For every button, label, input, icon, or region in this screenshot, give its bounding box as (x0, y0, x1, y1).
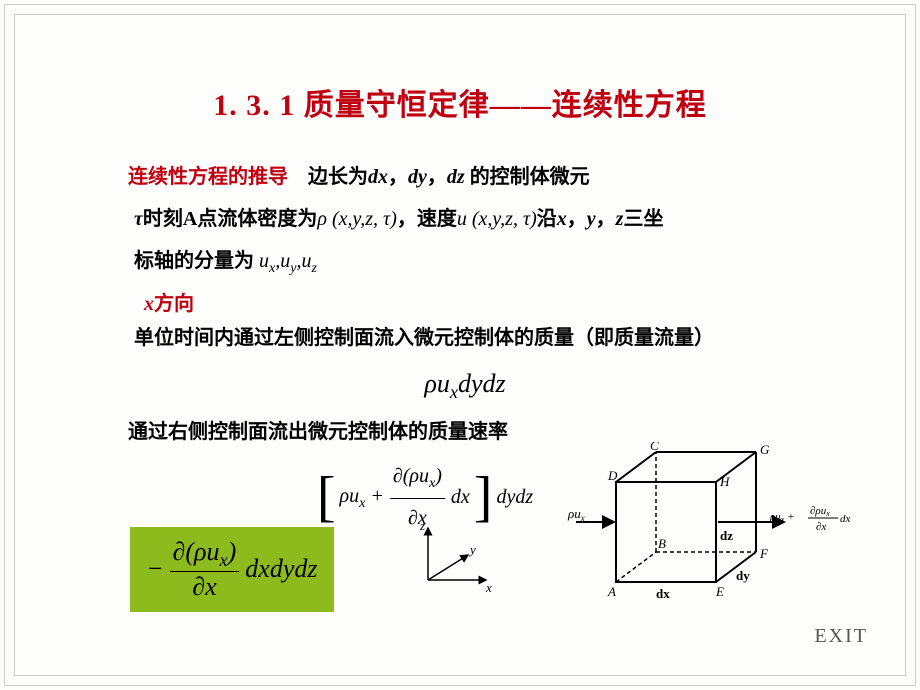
line3-a: 标轴的分量为 (134, 250, 259, 272)
eq2-dx: dx (451, 478, 470, 516)
line2-tau: τ (134, 208, 143, 230)
green-den: ∂x (189, 572, 219, 602)
line2-y: y (587, 208, 596, 230)
eq2-left: ρu (340, 485, 360, 507)
line1-sep1: ， (388, 166, 408, 188)
svg-text:dx: dx (840, 513, 851, 525)
axes-diagram: z x y (398, 520, 498, 610)
eq1-tail: dydz (458, 369, 506, 398)
green-num-sub: x (220, 550, 228, 570)
line-2: τ时刻A点流体密度为ρ (x,y,z, τ)，速度u (x,y,z, τ)沿x，… (128, 200, 802, 238)
eq1-sub: x (450, 382, 458, 402)
svg-text:ρux: ρux (567, 506, 585, 523)
green-equation-box: − ∂(ρux) ∂x dxdydz (130, 527, 334, 612)
line1-dx: dx (368, 166, 388, 188)
line2-c: ， (567, 208, 587, 230)
line-4: 单位时间内通过左侧控制面流入微元控制体的质量（即质量流量） (128, 319, 802, 357)
line3-uz: u (301, 250, 311, 272)
cube-diagram: D C G H B F A E dx dy dz ρux ρux + ∂ρux … (526, 442, 856, 622)
slide-title: 1. 3. 1 质量守恒定律——连续性方程 (18, 80, 902, 124)
line-1: 连续性方程的推导 边长为dx，dy，dz 的控制体微元 (128, 158, 802, 196)
eq2-num-close: ) (435, 465, 442, 487)
svg-text:A: A (607, 584, 616, 599)
svg-text:G: G (760, 442, 770, 457)
line3-ux: u (259, 250, 269, 272)
line2-rho: ρ (x,y,z, τ) (317, 208, 397, 230)
line2-x: x (557, 208, 567, 230)
svg-text:D: D (607, 468, 618, 483)
svg-text:dz: dz (720, 528, 733, 543)
green-num: ∂(ρu (173, 537, 220, 566)
svg-text:dx: dx (656, 586, 670, 601)
svg-text:ρux +: ρux + (769, 511, 795, 524)
green-num-close: ) (228, 537, 237, 566)
right-bracket: ] (474, 472, 493, 522)
green-fraction: ∂(ρux) ∂x (170, 537, 240, 602)
svg-text:H: H (719, 474, 730, 489)
line2-u: u (x,y,z, τ) (457, 208, 537, 230)
xdir-label: 方向 (154, 293, 194, 315)
green-tail: dxdydz (245, 554, 317, 584)
axis-z-label: z (419, 520, 425, 533)
line2-d: ， (596, 208, 616, 230)
line1-dy: dy (408, 166, 427, 188)
xdir-x: x (144, 293, 154, 315)
green-minus: − (146, 554, 164, 584)
exit-button[interactable]: EXIT (814, 625, 868, 648)
line2-e: 三坐 (623, 208, 663, 230)
svg-text:∂ρux: ∂ρux (810, 505, 830, 518)
left-bracket: [ (317, 472, 336, 522)
line1-suffix: 的控制体微元 (465, 166, 590, 188)
axis-x-label: x (485, 580, 492, 595)
line2-a: 时刻A点流体密度为 (143, 208, 317, 230)
equation-1: ρuxdydz (128, 359, 802, 410)
svg-text:C: C (650, 442, 659, 453)
line3-uy: u (280, 250, 290, 272)
line1-prefix: 边长为 (308, 166, 368, 188)
svg-text:F: F (759, 546, 769, 561)
line-3: 标轴的分量为 ux,uy,uz (128, 242, 802, 283)
axis-y-label: y (468, 542, 476, 557)
svg-text:∂x: ∂x (816, 521, 826, 533)
line2-b: 沿 (537, 208, 557, 230)
svg-text:dy: dy (736, 568, 750, 583)
line2-mid: ，速度 (397, 208, 457, 230)
section-heading: 连续性方程的推导 (128, 166, 288, 188)
eq2-plus: + (365, 485, 384, 507)
eq1-rho: ρu (424, 369, 449, 398)
eq2-num: ∂(ρu (393, 465, 429, 487)
slide-content: 1. 3. 1 质量守恒定律——连续性方程 连续性方程的推导 边长为dx，dy，… (18, 18, 902, 672)
line3-uz-sub: z (311, 261, 316, 276)
x-direction-label: x方向 (128, 285, 802, 323)
line1-sep2: ， (427, 166, 447, 188)
line1-dz: dz (447, 166, 465, 188)
svg-text:B: B (658, 536, 666, 551)
svg-text:E: E (715, 584, 724, 599)
